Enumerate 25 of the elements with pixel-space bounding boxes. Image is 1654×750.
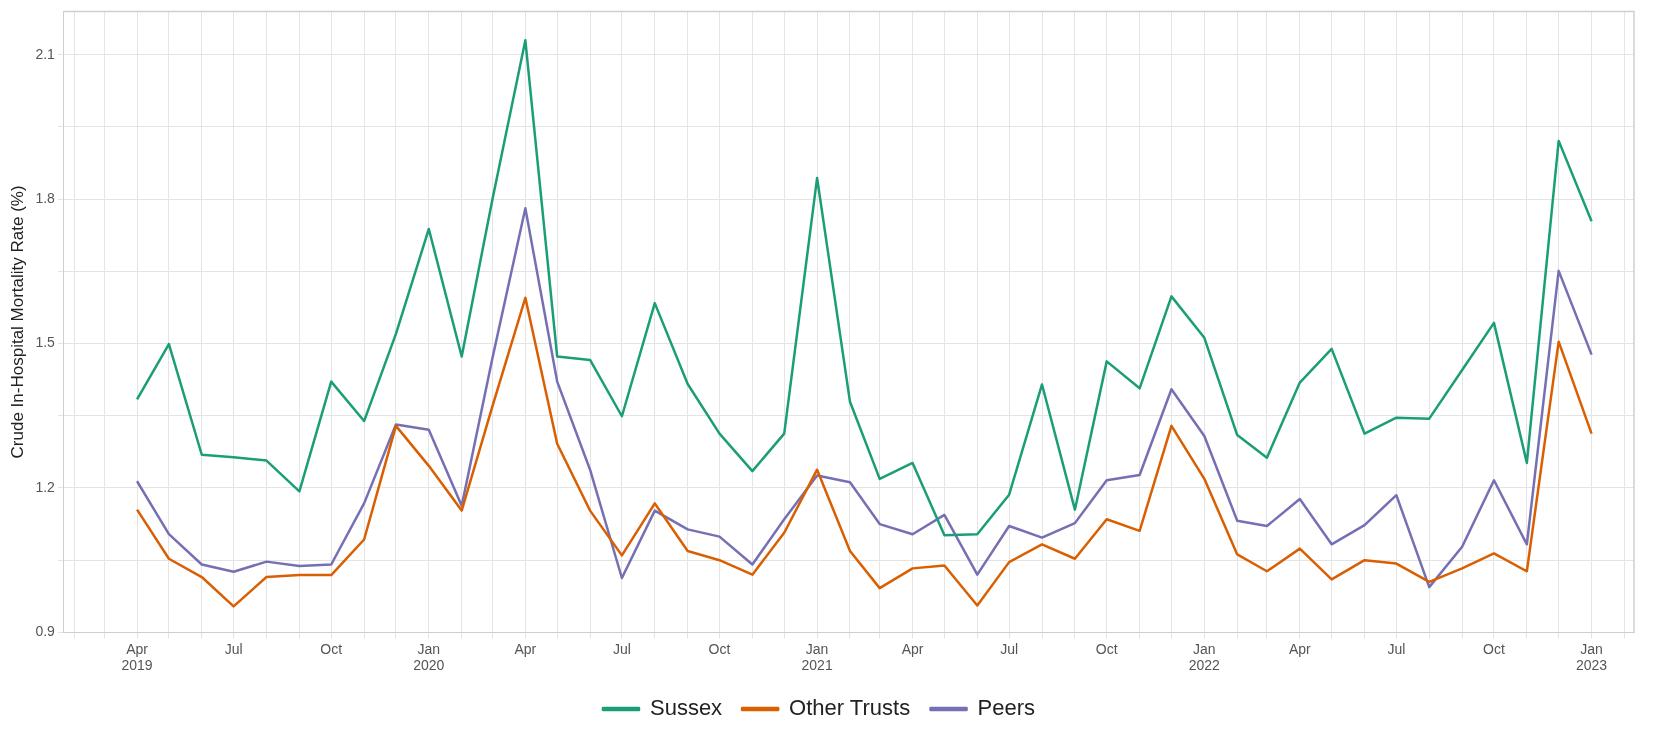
y-tick-label: 1.5 xyxy=(35,334,56,351)
y-axis-title: Crude In-Hospital Mortality Rate (%) xyxy=(7,185,27,459)
x-tick-label: Apr xyxy=(514,640,537,657)
x-tick-label: Jan 2023 xyxy=(1575,640,1608,674)
x-tick-label: Oct xyxy=(708,640,731,657)
x-tick-label: Jul xyxy=(1000,640,1019,657)
legend-label: Other Trusts xyxy=(789,695,911,721)
x-tick-label: Apr 2019 xyxy=(121,640,153,674)
y-tick-label: 0.9 xyxy=(35,623,56,640)
x-tick-label: Jan 2020 xyxy=(413,640,445,674)
x-tick-label: Apr xyxy=(1288,640,1312,657)
y-tick-label: 1.2 xyxy=(35,478,56,495)
x-tick-label: Oct xyxy=(320,640,343,657)
x-tick-label: Oct xyxy=(1483,640,1505,657)
y-tick-label: 1.8 xyxy=(35,190,56,206)
x-tick-label: Jul xyxy=(612,640,631,657)
legend-label: Sussex xyxy=(649,695,723,721)
x-tick-label: Jan 2022 xyxy=(1188,640,1221,674)
legend-label: Peers xyxy=(977,695,1036,721)
x-tick-label: Jul xyxy=(224,640,243,657)
x-tick-label: Jan 2021 xyxy=(801,640,833,674)
x-tick-label: Oct xyxy=(1095,640,1118,657)
x-tick-label: Jul xyxy=(1387,640,1406,657)
y-tick-label: 2.1 xyxy=(35,45,56,62)
x-tick-label: Apr xyxy=(901,640,924,657)
